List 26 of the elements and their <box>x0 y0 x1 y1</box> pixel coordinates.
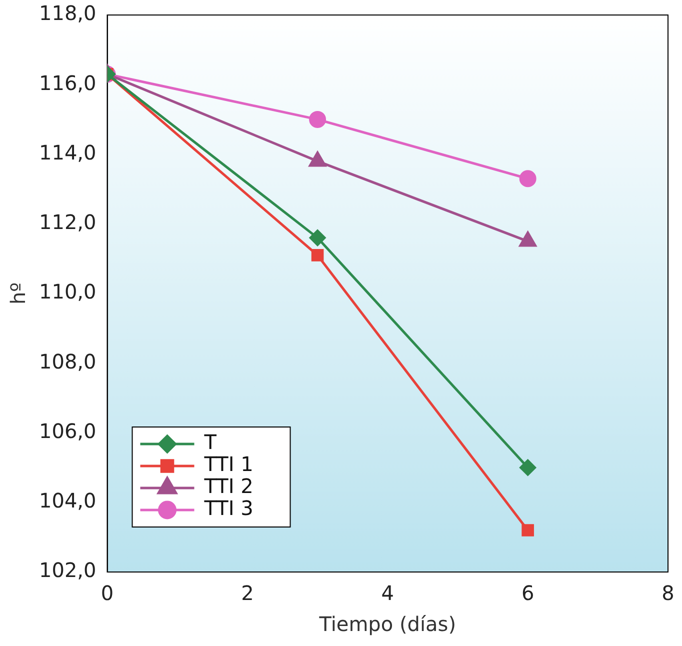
point <box>309 110 326 128</box>
y-tick-label: 106,0 <box>38 418 96 443</box>
x-tick-label: 8 <box>662 581 674 606</box>
x-tick-label: 4 <box>381 581 394 606</box>
point <box>519 459 536 476</box>
y-tick-label: 116,0 <box>38 70 96 95</box>
x-tick-label: 0 <box>100 581 114 606</box>
legend-label: TTI 3 <box>203 496 254 520</box>
legend-label: T <box>203 430 218 454</box>
y-tick-label: 108,0 <box>38 349 96 374</box>
y-tick-label: 114,0 <box>38 140 96 164</box>
y-tick-label: 104,0 <box>38 488 96 513</box>
y-tick-label: 102,0 <box>38 558 96 582</box>
x-tick-label: 2 <box>241 581 254 606</box>
y-tick-label: 118,0 <box>38 1 96 26</box>
y-tick-label: 112,0 <box>38 210 96 234</box>
point <box>522 524 534 536</box>
point <box>309 229 326 246</box>
x-axis-title: Tiempo (días) <box>318 612 456 636</box>
y-axis-title: hº <box>6 282 30 305</box>
legend-label: TTI 2 <box>203 474 254 498</box>
x-tick-label: 6 <box>521 581 534 606</box>
y-tick-label: 110,0 <box>38 280 96 304</box>
point <box>519 170 536 188</box>
point <box>311 249 324 262</box>
legend-label: TTI 1 <box>203 452 254 476</box>
